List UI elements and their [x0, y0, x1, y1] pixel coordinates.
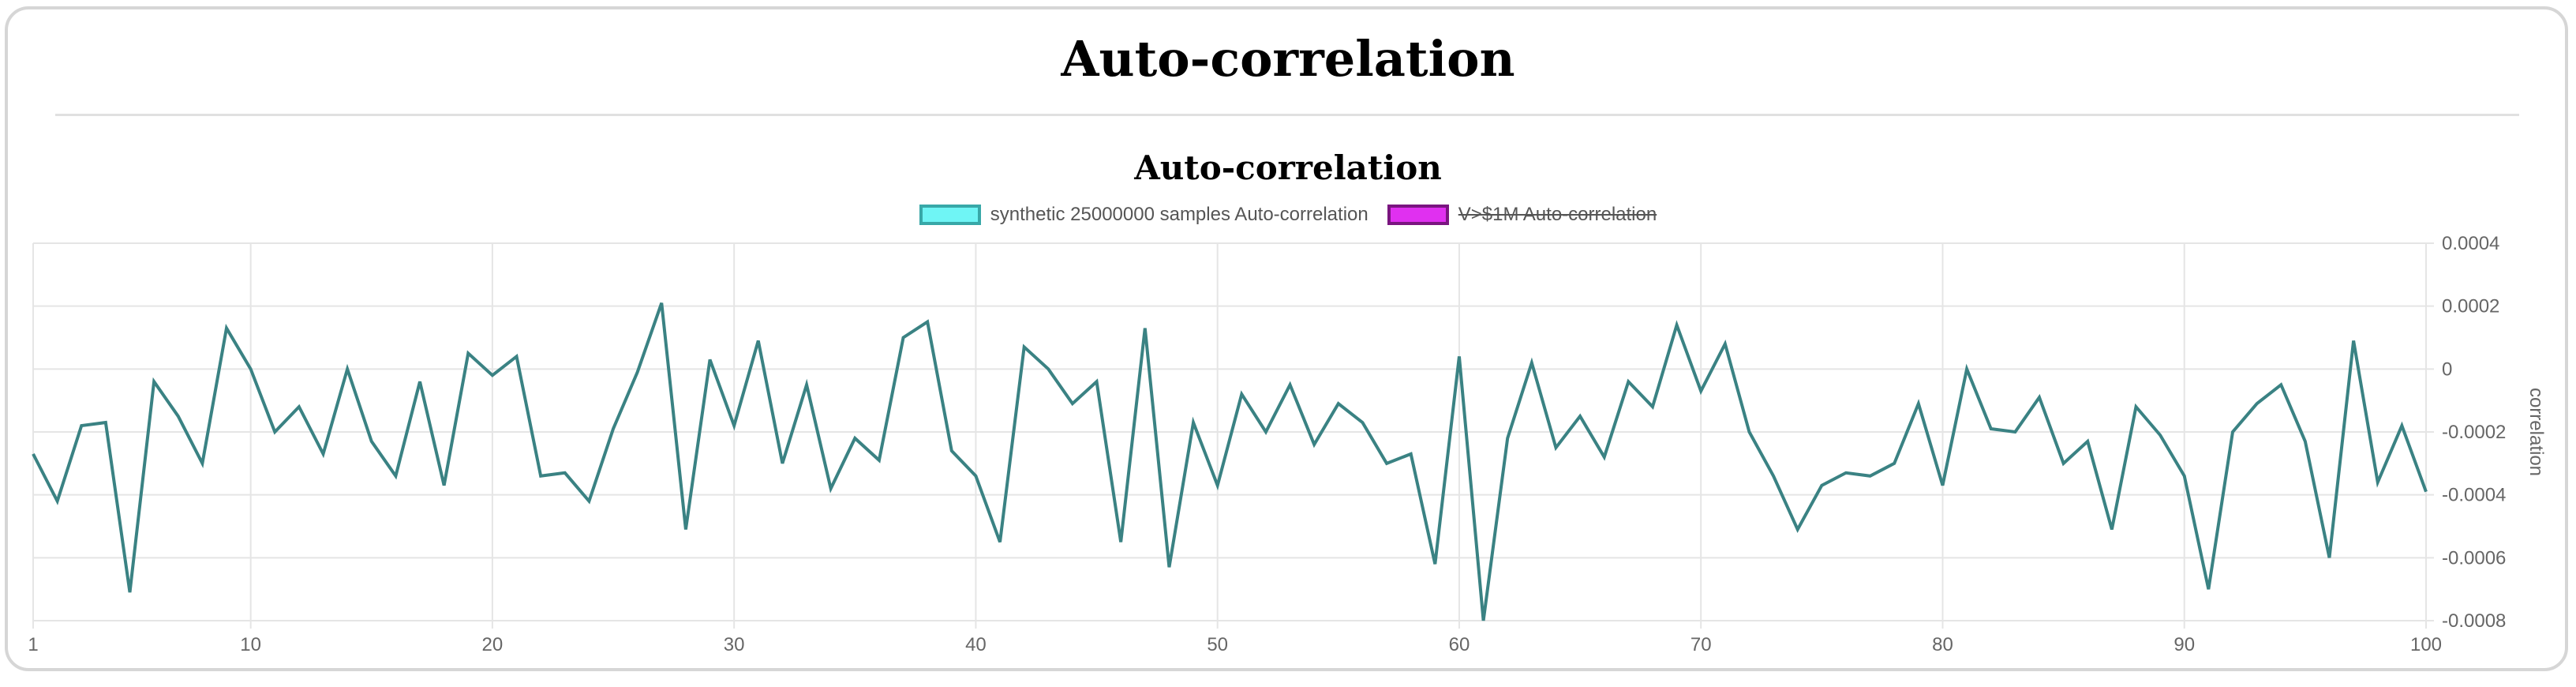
title-divider — [55, 114, 2519, 116]
x-tick-label: 90 — [2174, 634, 2195, 655]
legend-label-series-2: V>$1M Auto-correlation — [1458, 204, 1657, 225]
legend-item-series-2[interactable]: V>$1M Auto-correlation — [1387, 204, 1657, 226]
series-line-1 — [32, 302, 2428, 621]
series-layer — [32, 302, 2428, 621]
y-tick-label: 0.0004 — [2442, 233, 2499, 254]
x-tick-label: 40 — [965, 634, 987, 655]
y-tick-label: -0.0002 — [2442, 422, 2506, 443]
legend-swatch-series-2 — [1387, 205, 1449, 225]
x-tick-label: 30 — [724, 634, 745, 655]
y-axis-title: correlation — [2525, 388, 2547, 476]
x-tick-label: 70 — [1690, 634, 1712, 655]
x-tick-label: 60 — [1449, 634, 1470, 655]
y-tick-label: 0.0002 — [2442, 296, 2499, 317]
chart-card — [5, 6, 2568, 671]
chart-legend: synthetic 25000000 samples Auto-correlat… — [0, 204, 2576, 226]
y-tick-label: 0 — [2442, 359, 2452, 380]
x-tick-label: 50 — [1207, 634, 1228, 655]
x-tick-label: 20 — [482, 634, 504, 655]
y-tick-label: -0.0008 — [2442, 610, 2506, 632]
x-tick-label: 1 — [28, 634, 38, 655]
x-tick-label: 100 — [2410, 634, 2442, 655]
y-tick-label: -0.0004 — [2442, 485, 2506, 506]
legend-item-series-1[interactable]: synthetic 25000000 samples Auto-correlat… — [919, 204, 1368, 226]
y-tick-label: -0.0006 — [2442, 547, 2506, 569]
chart-title: Auto-correlation — [1134, 148, 1442, 187]
page-title: Auto-correlation — [1061, 30, 1515, 88]
legend-label-series-1: synthetic 25000000 samples Auto-correlat… — [990, 204, 1368, 225]
tick-layer: 1 10 20 30 40 50 60 70 80 90 100 0.0004 0.0002 0 -0.00… — [28, 233, 2506, 655]
grid-layer — [32, 242, 2434, 629]
legend-swatch-series-1 — [919, 205, 981, 225]
x-tick-label: 10 — [240, 634, 261, 655]
x-tick-label: 80 — [1932, 634, 1953, 655]
